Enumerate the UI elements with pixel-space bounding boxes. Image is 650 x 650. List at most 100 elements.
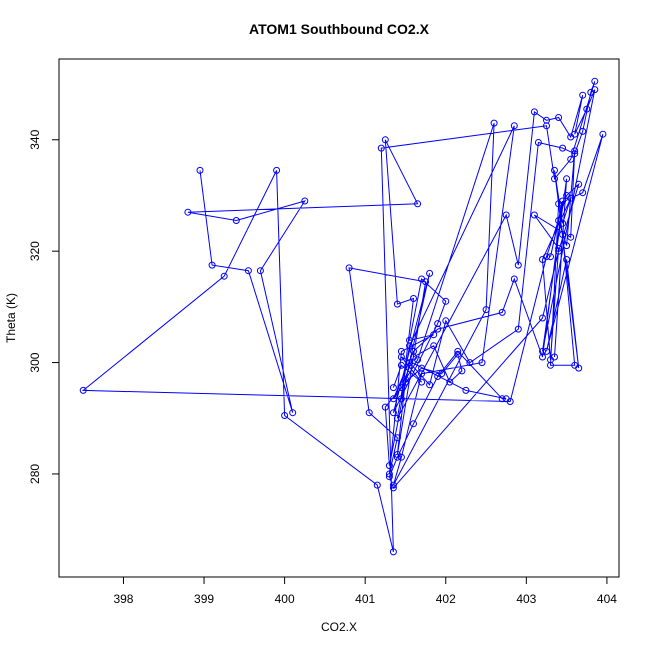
data-point xyxy=(482,306,490,314)
data-point xyxy=(478,359,486,367)
data-point xyxy=(498,395,506,403)
data-point xyxy=(563,242,571,250)
data-point xyxy=(539,353,546,361)
data-point xyxy=(220,272,228,280)
data-point xyxy=(184,208,192,216)
data-point xyxy=(389,395,397,403)
data-point xyxy=(397,384,405,392)
data-point xyxy=(514,325,522,333)
data-point xyxy=(208,261,216,269)
data-point xyxy=(579,189,587,197)
data-point xyxy=(397,353,405,361)
data-point xyxy=(393,300,401,308)
data-point xyxy=(543,347,550,355)
data-point xyxy=(575,180,583,188)
data-point xyxy=(381,136,389,144)
data-point xyxy=(389,481,397,489)
data-point xyxy=(301,197,309,205)
data-point xyxy=(514,261,522,269)
data-point xyxy=(365,409,373,417)
data-point xyxy=(244,267,252,275)
data-point xyxy=(385,470,393,478)
data-point xyxy=(567,155,575,163)
data-point xyxy=(345,264,353,272)
chart-title: ATOM1 Southbound CO2.X xyxy=(249,21,430,37)
x-tick-label: 399 xyxy=(194,592,214,606)
data-point xyxy=(430,331,438,339)
data-point xyxy=(397,395,405,403)
data-point xyxy=(385,462,393,470)
data-point xyxy=(599,130,607,138)
data-point xyxy=(422,278,430,286)
data-point xyxy=(571,150,579,158)
data-point xyxy=(410,353,417,361)
data-point xyxy=(397,361,405,369)
data-point xyxy=(502,211,510,219)
data-point xyxy=(559,144,567,152)
x-tick-label: 398 xyxy=(113,592,133,606)
data-point xyxy=(406,342,413,350)
data-point xyxy=(196,166,204,174)
data-point xyxy=(498,308,506,316)
data-point xyxy=(393,414,401,422)
x-axis: 398 399 400 401 402 403 404 xyxy=(113,577,617,606)
plot-frame xyxy=(58,58,620,578)
data-point xyxy=(381,403,389,411)
series-group xyxy=(79,77,607,556)
data-point xyxy=(567,233,575,241)
data-point xyxy=(406,359,413,367)
data-point xyxy=(393,453,401,461)
data-point xyxy=(458,367,466,375)
data-point xyxy=(377,144,385,152)
data-point xyxy=(442,317,450,325)
data-point xyxy=(563,192,571,199)
data-point xyxy=(410,295,417,302)
data-point xyxy=(530,211,538,219)
data-point xyxy=(555,247,563,255)
data-point xyxy=(389,384,397,392)
y-tick-label: 320 xyxy=(28,241,42,261)
data-point xyxy=(563,175,571,183)
y-tick-label: 340 xyxy=(28,129,42,149)
data-point xyxy=(434,325,442,333)
x-tick-label: 403 xyxy=(516,592,536,606)
data-point xyxy=(79,386,87,394)
data-point xyxy=(551,175,558,183)
data-point xyxy=(571,147,579,155)
data-point xyxy=(389,484,397,492)
x-tick-label: 400 xyxy=(275,592,295,606)
data-point xyxy=(373,481,381,489)
data-point xyxy=(555,244,563,252)
data-point xyxy=(579,91,587,99)
data-point xyxy=(281,412,289,419)
y-tick-label: 300 xyxy=(28,352,42,372)
data-point xyxy=(490,119,498,127)
data-point xyxy=(547,356,554,364)
data-point xyxy=(587,88,595,96)
data-point xyxy=(389,548,397,556)
data-point xyxy=(454,350,462,358)
data-point xyxy=(462,386,470,394)
data-point xyxy=(402,375,409,383)
data-point xyxy=(232,217,240,224)
x-tick-label: 401 xyxy=(355,592,375,606)
data-point xyxy=(555,114,563,121)
data-point xyxy=(583,105,591,113)
data-point xyxy=(418,378,426,386)
data-point xyxy=(563,256,571,263)
x-axis-label: CO2.X xyxy=(321,620,357,634)
data-point xyxy=(273,166,281,174)
y-axis-label: Theta (K) xyxy=(4,293,18,343)
y-tick-label: 280 xyxy=(28,464,42,484)
data-point xyxy=(385,473,393,481)
data-point xyxy=(579,127,587,135)
data-point xyxy=(530,108,538,116)
data-point xyxy=(539,314,546,322)
data-point xyxy=(402,378,409,386)
data-point xyxy=(434,373,442,380)
data-point xyxy=(543,253,550,261)
data-point xyxy=(397,453,405,461)
data-point xyxy=(393,434,401,442)
data-point xyxy=(389,409,397,417)
